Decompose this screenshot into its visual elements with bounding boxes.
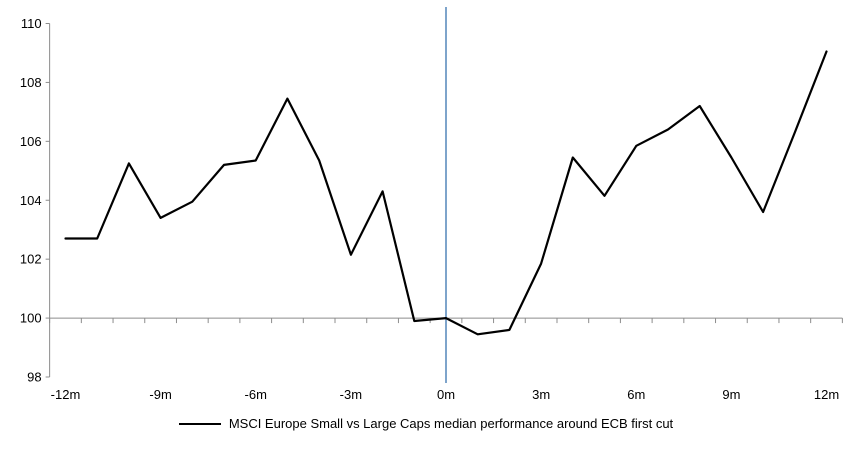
y-tick-label: 102 — [20, 252, 42, 267]
y-tick-label: 108 — [20, 75, 42, 90]
series-line — [64, 50, 828, 336]
y-tick-label: 110 — [21, 16, 42, 31]
x-tick-label: 6m — [627, 387, 645, 402]
x-tick-label: -6m — [245, 387, 267, 402]
legend-line-sample-icon — [178, 422, 221, 425]
y-tick-label: 104 — [20, 193, 42, 208]
legend-series-label: MSCI Europe Small vs Large Caps median p… — [228, 416, 674, 431]
y-tick-label: 100 — [20, 311, 42, 326]
x-tick-label: 9m — [722, 387, 740, 402]
y-tick-label: 106 — [20, 134, 42, 149]
x-tick-label: -9m — [149, 387, 171, 402]
x-tick-label: -12m — [51, 387, 81, 402]
chart-legend: MSCI Europe Small vs Large Caps median p… — [0, 416, 852, 431]
x-tick-label: 12m — [814, 387, 839, 402]
y-tick-label: 98 — [27, 370, 41, 385]
x-tick-label: 0m — [437, 387, 455, 402]
x-tick-label: 3m — [532, 387, 550, 402]
x-tick-label: -3m — [340, 387, 362, 402]
